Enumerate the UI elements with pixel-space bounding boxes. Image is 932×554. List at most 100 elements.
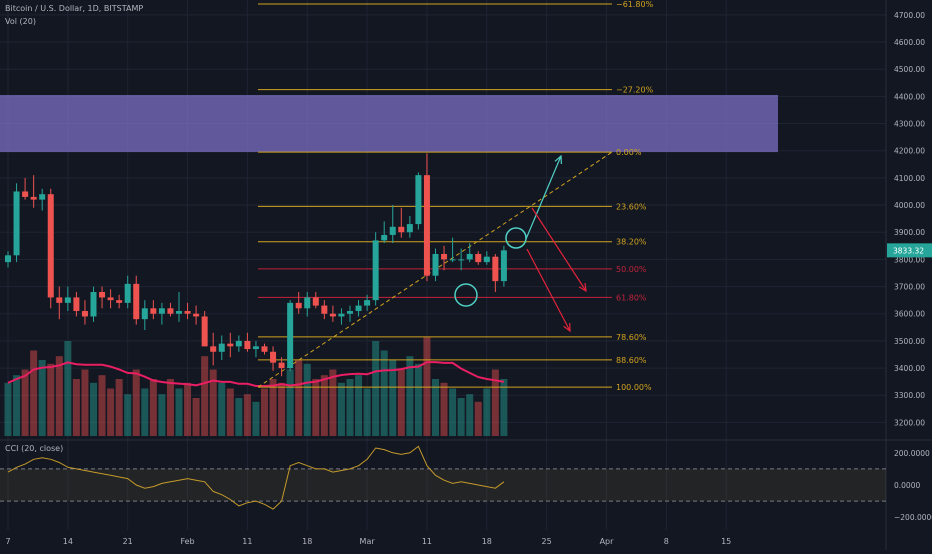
time-tick-label: 21 <box>123 537 133 546</box>
volume-bar <box>192 398 200 436</box>
candle-body <box>398 226 405 233</box>
candle-body <box>124 283 131 303</box>
candle-body <box>423 175 430 276</box>
candle-body <box>167 308 174 314</box>
volume-bar <box>226 388 234 436</box>
breakout-circle <box>505 227 527 249</box>
volume-bar <box>4 382 12 436</box>
fib-level-label: 23.60% <box>616 202 647 211</box>
candle-body <box>475 253 482 263</box>
candle-body <box>158 308 165 314</box>
volume-bar <box>166 379 174 436</box>
projection-up-arrow <box>525 155 562 240</box>
candle-body <box>252 346 259 350</box>
candle-body <box>364 300 371 306</box>
fib-level-label: 100.00% <box>616 383 652 392</box>
volume-bar <box>184 382 192 436</box>
candle-body <box>201 316 208 347</box>
candle-body <box>193 313 200 317</box>
candle-body <box>184 311 191 314</box>
candle-body <box>176 311 182 314</box>
volume-bar <box>243 394 251 436</box>
candle-body <box>329 313 336 317</box>
candle-body <box>304 297 311 309</box>
fib-level-label: 88.60% <box>616 356 647 365</box>
volume-bar <box>218 382 226 436</box>
cci-band-fill <box>0 468 886 502</box>
candle-body <box>441 253 448 260</box>
candle-body <box>295 302 302 309</box>
volume-bar <box>107 388 115 436</box>
cci-tick-label: 200.0000 <box>894 449 930 458</box>
volume-bar <box>474 401 482 436</box>
candle-body <box>244 340 251 350</box>
symbol-legend[interactable]: Bitcoin / U.S. Dollar, 1D, BITSTAMP <box>5 4 144 13</box>
volume-bar <box>363 388 371 436</box>
volume-bar <box>261 388 268 436</box>
candle-body <box>133 283 140 320</box>
volume-bar <box>64 341 72 436</box>
support-circle <box>454 283 478 307</box>
candle-body <box>381 234 388 241</box>
volume-bar <box>21 369 29 436</box>
candle-body <box>73 297 80 312</box>
candle-body <box>81 311 88 317</box>
volume-bar <box>175 388 183 436</box>
volume-bar <box>329 369 337 436</box>
candle-body <box>458 259 465 261</box>
fib-level-label: 78.60% <box>616 333 647 342</box>
price-tick-label: 3200.00 <box>894 418 925 427</box>
candle-body <box>466 253 473 260</box>
volume-bar <box>432 379 439 436</box>
volume-bar <box>337 382 345 436</box>
projection-down-arrow-head <box>578 282 587 293</box>
volume-bar <box>440 382 448 436</box>
volume-bar <box>98 375 106 436</box>
price-tick-label: 3600.00 <box>894 310 925 319</box>
fib-level-label: 50.00% <box>616 265 647 274</box>
volume-bar <box>355 375 363 436</box>
price-tick-label: 4600.00 <box>894 38 925 47</box>
volume-bar <box>406 356 414 436</box>
candle-body <box>278 362 285 369</box>
volume-legend[interactable]: Vol (20) <box>5 17 36 26</box>
volume-bar <box>312 379 320 436</box>
candle-body <box>39 194 46 200</box>
candle-body <box>210 346 217 352</box>
volume-bar <box>201 356 209 436</box>
candle-body <box>406 224 413 233</box>
volume-bar <box>47 363 55 436</box>
volume-bar <box>278 382 286 436</box>
cci-tick-label: −200.0000 <box>894 513 932 522</box>
candle-body <box>141 308 148 320</box>
time-tick-label: 18 <box>482 537 492 546</box>
candle-body <box>218 343 225 352</box>
candle-body <box>415 175 422 225</box>
candle-body <box>13 191 20 256</box>
projection-down-arrow-deep-head <box>563 322 571 333</box>
volume-bar <box>252 401 260 436</box>
candle-body <box>492 256 499 282</box>
candle-body <box>107 297 114 301</box>
volume-bar <box>269 379 277 436</box>
cci-panel <box>0 445 886 510</box>
price-tick-label: 3800.00 <box>894 255 925 264</box>
volume-bar <box>295 360 303 436</box>
price-tick-label: 4200.00 <box>894 147 925 156</box>
last-price-label: 3833.32 <box>893 246 924 255</box>
volume-bar <box>55 356 63 436</box>
volume-bar <box>141 388 149 436</box>
candle-body <box>22 191 29 197</box>
fib-level-label: 38.20% <box>616 238 647 247</box>
time-tick-label: 18 <box>302 537 312 546</box>
cci-legend[interactable]: CCI (20, close) <box>5 444 64 453</box>
volume-bar <box>466 394 474 436</box>
volume-bar <box>303 363 311 436</box>
volume-bar <box>72 379 80 436</box>
candle-body <box>64 297 71 303</box>
volume-bar <box>149 379 157 436</box>
candle-body <box>321 305 328 314</box>
cci-line <box>7 445 505 510</box>
